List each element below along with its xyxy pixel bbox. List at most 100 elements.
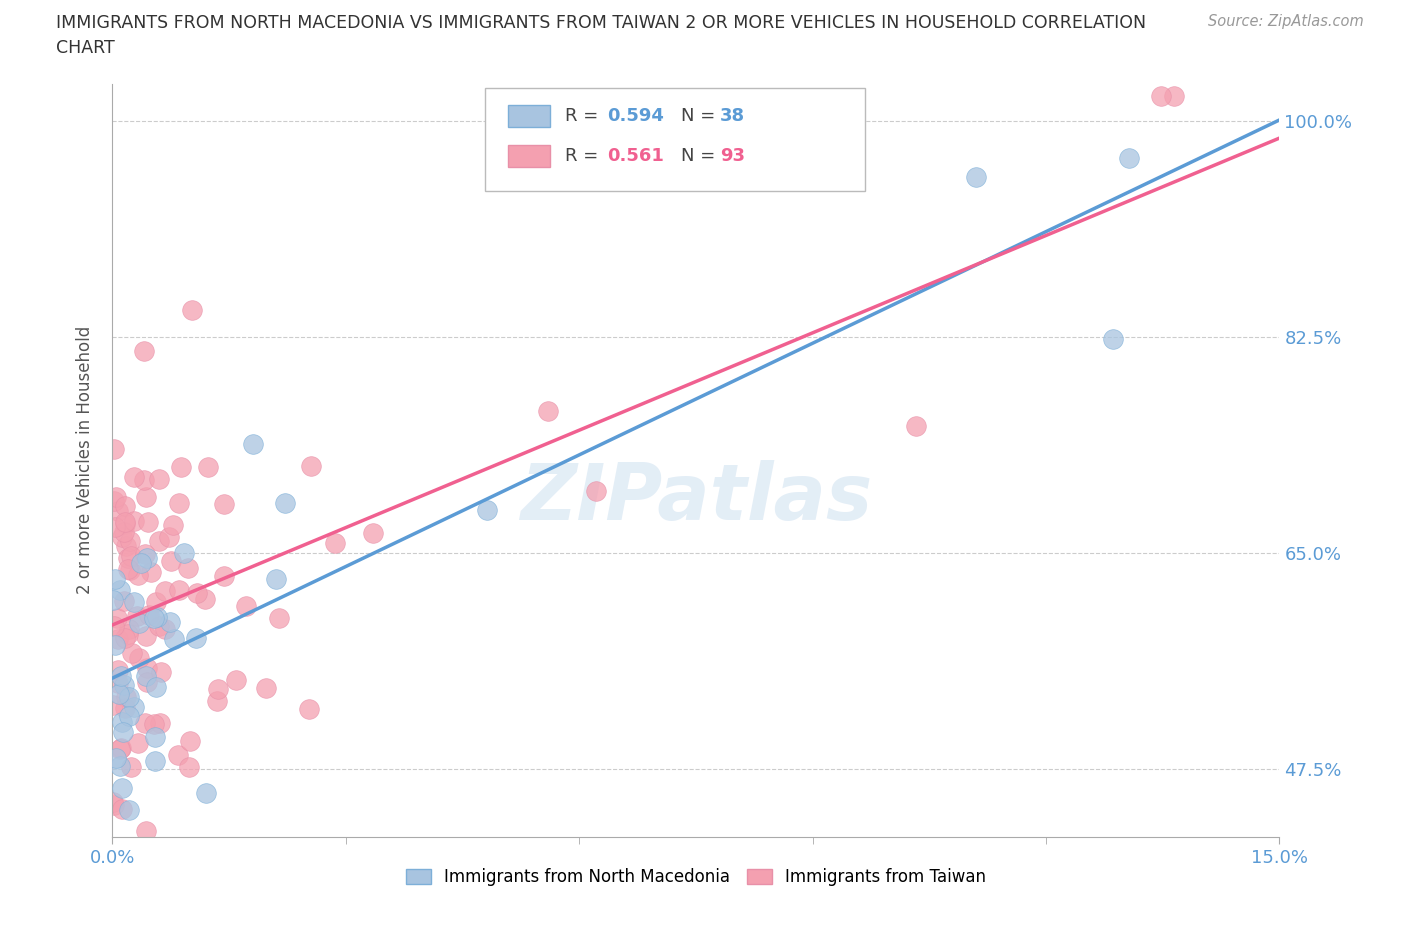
Point (117, 562, 139, 577)
Text: CHART: CHART (56, 39, 115, 57)
Point (111, 801, 134, 816)
Point (107, 662, 129, 677)
Point (1118, 151, 1140, 166)
Point (167, 748, 190, 763)
Point (264, 572, 287, 587)
Point (118, 689, 141, 704)
Point (212, 569, 235, 584)
Point (104, 751, 127, 765)
Point (149, 665, 172, 680)
Point (117, 551, 139, 565)
Point (110, 582, 132, 597)
Point (145, 610, 167, 625)
Point (121, 645, 143, 660)
Point (159, 615, 181, 630)
Point (170, 459, 193, 474)
Point (107, 504, 129, 519)
Point (184, 631, 207, 645)
Point (205, 693, 228, 708)
Text: 0.594: 0.594 (607, 107, 664, 126)
Point (117, 709, 139, 724)
Point (162, 517, 184, 532)
Point (965, 169, 987, 184)
Point (111, 715, 134, 730)
Point (139, 565, 162, 579)
Point (143, 610, 166, 625)
Point (122, 513, 145, 528)
Point (298, 701, 321, 716)
Text: 0.561: 0.561 (607, 147, 664, 166)
Point (101, 794, 124, 809)
Point (128, 616, 150, 631)
Point (135, 490, 157, 505)
Point (537, 404, 560, 418)
Point (179, 760, 201, 775)
Point (118, 621, 141, 636)
Point (108, 742, 131, 757)
Point (112, 525, 135, 539)
Point (267, 610, 290, 625)
Point (114, 517, 136, 532)
Point (134, 715, 156, 730)
Point (103, 592, 125, 607)
Point (110, 759, 132, 774)
Point (122, 470, 145, 485)
Point (105, 489, 128, 504)
Point (148, 472, 170, 486)
Text: ZIPatlas: ZIPatlas (520, 460, 872, 536)
Text: IMMIGRANTS FROM NORTH MACEDONIA VS IMMIGRANTS FROM TAIWAN 2 OR MORE VEHICLES IN : IMMIGRANTS FROM NORTH MACEDONIA VS IMMIG… (56, 14, 1146, 32)
Point (363, 525, 385, 540)
Point (212, 497, 235, 512)
Point (127, 568, 149, 583)
Text: 38: 38 (720, 107, 745, 126)
Point (242, 436, 264, 451)
Point (207, 682, 229, 697)
Point (114, 498, 136, 513)
Y-axis label: 2 or more Vehicles in Household: 2 or more Vehicles in Household (76, 326, 94, 594)
Point (124, 699, 146, 714)
Point (136, 514, 159, 529)
Point (299, 458, 322, 473)
Point (135, 669, 157, 684)
Point (120, 563, 142, 578)
Point (104, 637, 127, 652)
Point (167, 496, 190, 511)
Text: N =: N = (681, 107, 720, 126)
Point (103, 619, 125, 634)
Point (143, 717, 166, 732)
Point (197, 459, 219, 474)
Point (193, 591, 215, 606)
Point (186, 585, 208, 600)
Point (120, 534, 142, 549)
Point (128, 651, 150, 666)
Point (127, 736, 149, 751)
Point (149, 716, 172, 731)
Point (904, 418, 927, 433)
Point (134, 547, 156, 562)
Point (136, 660, 159, 675)
Point (114, 631, 136, 645)
Point (169, 583, 191, 598)
Point (235, 599, 257, 614)
Point (120, 549, 142, 564)
Point (159, 553, 181, 568)
Text: R =: R = (565, 147, 605, 166)
Point (155, 621, 177, 636)
Point (114, 700, 136, 715)
Point (145, 595, 167, 610)
Point (107, 675, 129, 690)
Point (104, 520, 127, 535)
Point (111, 724, 134, 739)
Point (127, 609, 149, 624)
Point (145, 680, 167, 695)
Point (157, 529, 180, 544)
Text: R =: R = (565, 107, 605, 126)
Point (323, 536, 346, 551)
Point (148, 534, 170, 549)
Point (475, 502, 498, 517)
Point (120, 759, 142, 774)
Point (135, 824, 157, 839)
Point (129, 555, 152, 570)
Point (1150, 88, 1173, 103)
Point (153, 584, 176, 599)
